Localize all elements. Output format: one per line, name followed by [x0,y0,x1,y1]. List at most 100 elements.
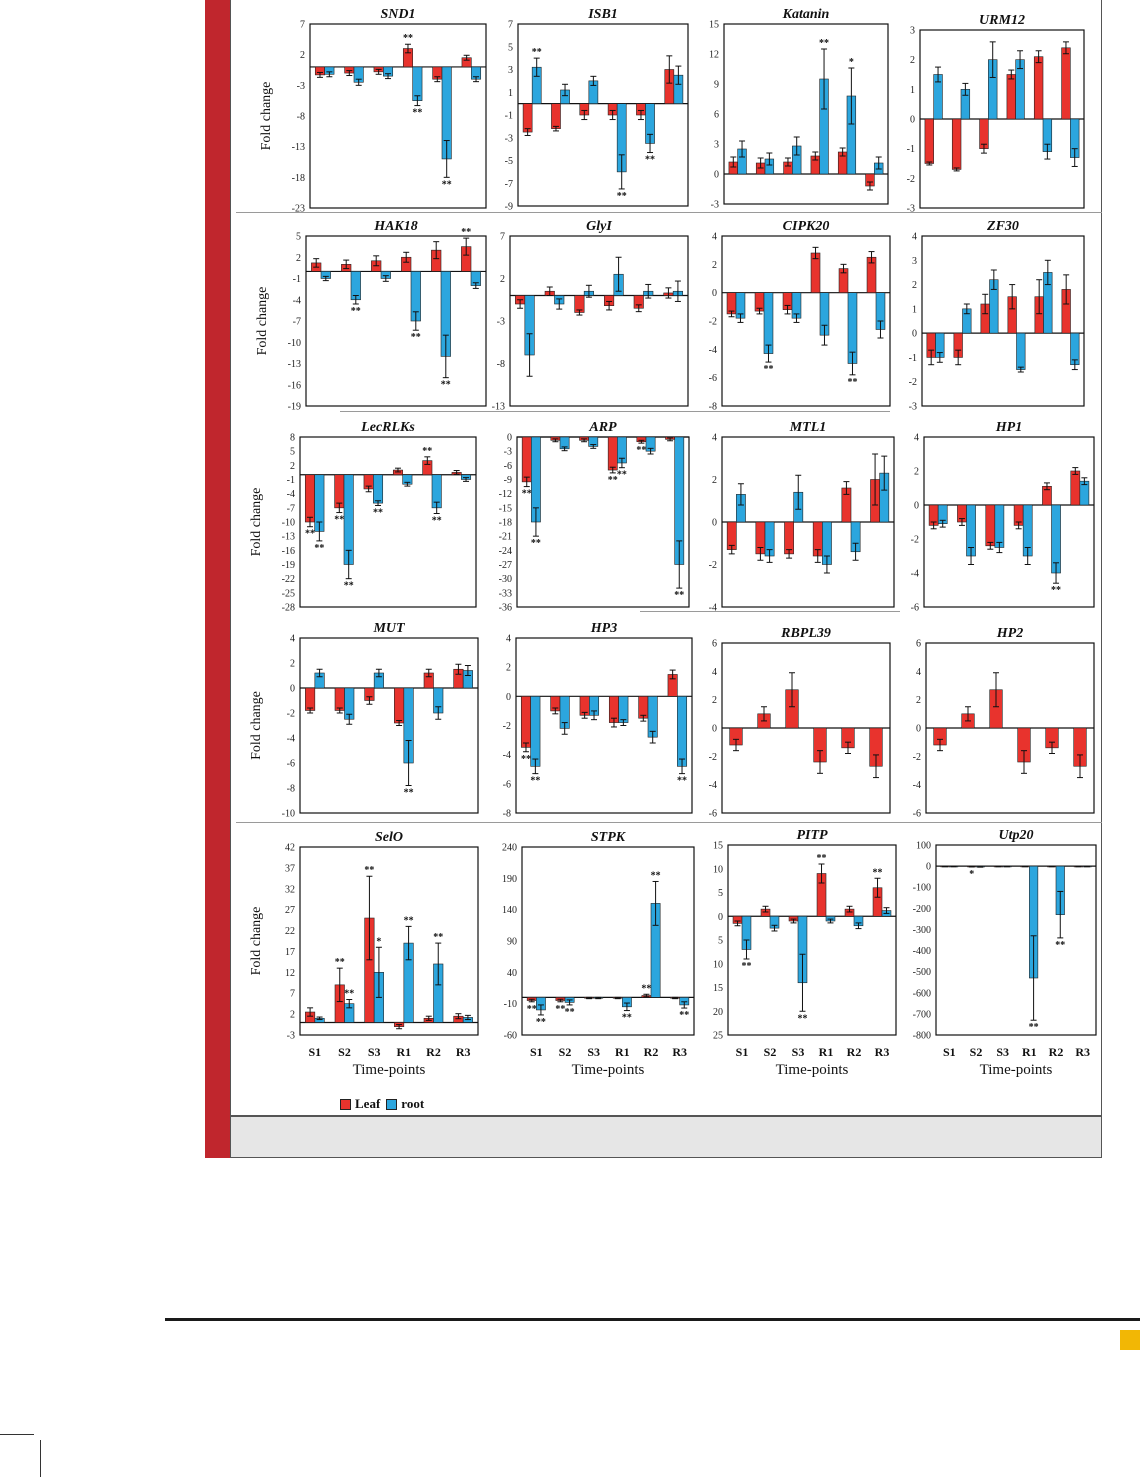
y-tick-label: -3 [497,317,505,328]
y-tick-label: 6 [714,110,719,121]
y-tick-label: 2 [712,475,717,486]
y-tick-label: -6 [503,779,511,790]
x-tick-label: R2 [426,1045,441,1059]
y-tick-label: 40 [507,968,517,979]
y-tick-label: -7 [287,503,295,514]
chart-title: SND1 [380,7,415,22]
y-tick-label: 0 [290,684,295,695]
significance-label: ** [404,915,414,926]
x-tick-label: R2 [1049,1045,1064,1059]
y-tick-label: 3 [714,140,719,151]
y-tick-label: -9 [505,202,513,213]
y-tick-label: 12 [709,50,719,61]
y-tick-label: -3 [711,200,719,211]
plot-frame [309,23,487,209]
y-axis-label: Fold change [249,488,264,557]
y-tick-label: -25 [282,588,295,599]
y-tick-label: -16 [288,380,301,391]
significance-label: * [376,936,381,947]
chart-title: CIPK20 [783,219,830,234]
bar-leaf-s1 [304,474,315,523]
chart-mut: MUT 4 2 0 -2 -4 -6 -8 -10 ** Fold change [249,621,479,820]
y-tick-label: -6 [504,461,512,472]
chart-cipk20: CIPK20 4 2 0 -2 -4 -6 -8 ** ** [709,219,891,413]
y-tick-label: -22 [282,574,295,585]
significance-label: ** [1029,1022,1039,1033]
bar-leaf-r1 [1006,74,1016,120]
y-tick-label: 2 [300,50,305,61]
significance-label: ** [645,155,655,166]
bar-leaf-r3 [1061,47,1071,120]
y-tick-label: -4 [709,345,717,356]
y-tick-label: -300 [913,925,931,936]
y-axis-label: Fold change [255,287,270,356]
x-tick-label: R3 [1075,1045,1090,1059]
y-tick-label: 5 [508,42,513,53]
y-tick-label: 12 [285,968,295,979]
y-tick-label: 22 [285,926,295,937]
y-tick-label: 15 [713,983,723,994]
chart-glyi: GlyI 7 2 -3 -8 -13 [492,219,689,413]
significance-label: ** [674,590,684,601]
y-tick-label: 4 [912,232,917,243]
y-tick-label: -1 [909,353,917,364]
legend-label-leaf: Leaf [355,1096,381,1111]
chart-title: GlyI [586,219,612,234]
y-tick-label: -2 [287,709,295,720]
y-tick-label: -18 [499,518,512,529]
y-tick-label: -60 [504,1031,517,1042]
bar-leaf-s1 [520,696,531,748]
y-tick-label: 240 [502,843,517,854]
x-tick-label: R2 [644,1045,659,1059]
significance-label: ** [527,1004,537,1015]
chart-hp2: HP2 6 4 2 0 -2 -4 -6 [913,626,1095,820]
plot-frame [299,637,479,814]
y-tick-label: -4 [293,295,301,306]
y-tick-label: -30 [499,574,512,585]
plot-frame [923,436,1095,608]
significance-label: ** [422,446,432,457]
chart-utp20: Utp20 100 0 -100 -200 -300 -400 -500 -600 -700 -80… [913,828,1097,1078]
chart-title: SelO [375,830,403,845]
significance-label: ** [373,507,383,518]
y-tick-label: 190 [502,874,517,885]
y-tick-label: 15 [713,841,723,852]
significance-label: ** [797,1013,807,1024]
significance-label: ** [817,853,827,864]
y-tick-label: 42 [285,843,295,854]
chart-hp1: HP1 4 2 0 -2 -4 -6 ** [911,420,1095,614]
significance-label: ** [1051,585,1061,596]
y-tick-label: -600 [913,988,931,999]
significance-label: ** [432,516,442,527]
y-tick-label: 0 [712,518,717,529]
significance-label: ** [531,538,541,549]
y-tick-label: 27 [285,905,295,916]
chart-title: PITP [796,828,828,843]
y-tick-label: -2 [709,560,717,571]
y-tick-label: -4 [287,489,295,500]
y-tick-label: 0 [914,501,919,512]
bar-leaf-s2 [551,103,561,129]
plot-frame [299,846,479,1036]
bar-leaf-s1 [305,687,316,711]
significance-label: ** [411,332,421,343]
y-tick-label: -3 [297,81,305,92]
y-tick-label: 8 [290,433,295,444]
y-tick-label: 0 [718,912,723,923]
y-tick-label: 2 [290,1010,295,1021]
y-tick-label: -7 [505,179,513,190]
y-tick-label: -21 [499,532,512,543]
chart-title: Utp20 [999,828,1034,843]
x-tick-label: S1 [736,1045,749,1059]
y-tick-label: -16 [282,546,295,557]
y-tick-label: 5 [718,888,723,899]
significance-label: ** [404,788,414,799]
y-tick-label: 6 [712,639,717,650]
y-tick-label: 0 [712,288,717,299]
significance-label: ** [847,377,857,388]
plot-frame [521,846,695,1036]
chart-title: URM12 [979,13,1025,28]
y-tick-label: 2 [916,695,921,706]
y-tick-label: -23 [292,204,305,215]
